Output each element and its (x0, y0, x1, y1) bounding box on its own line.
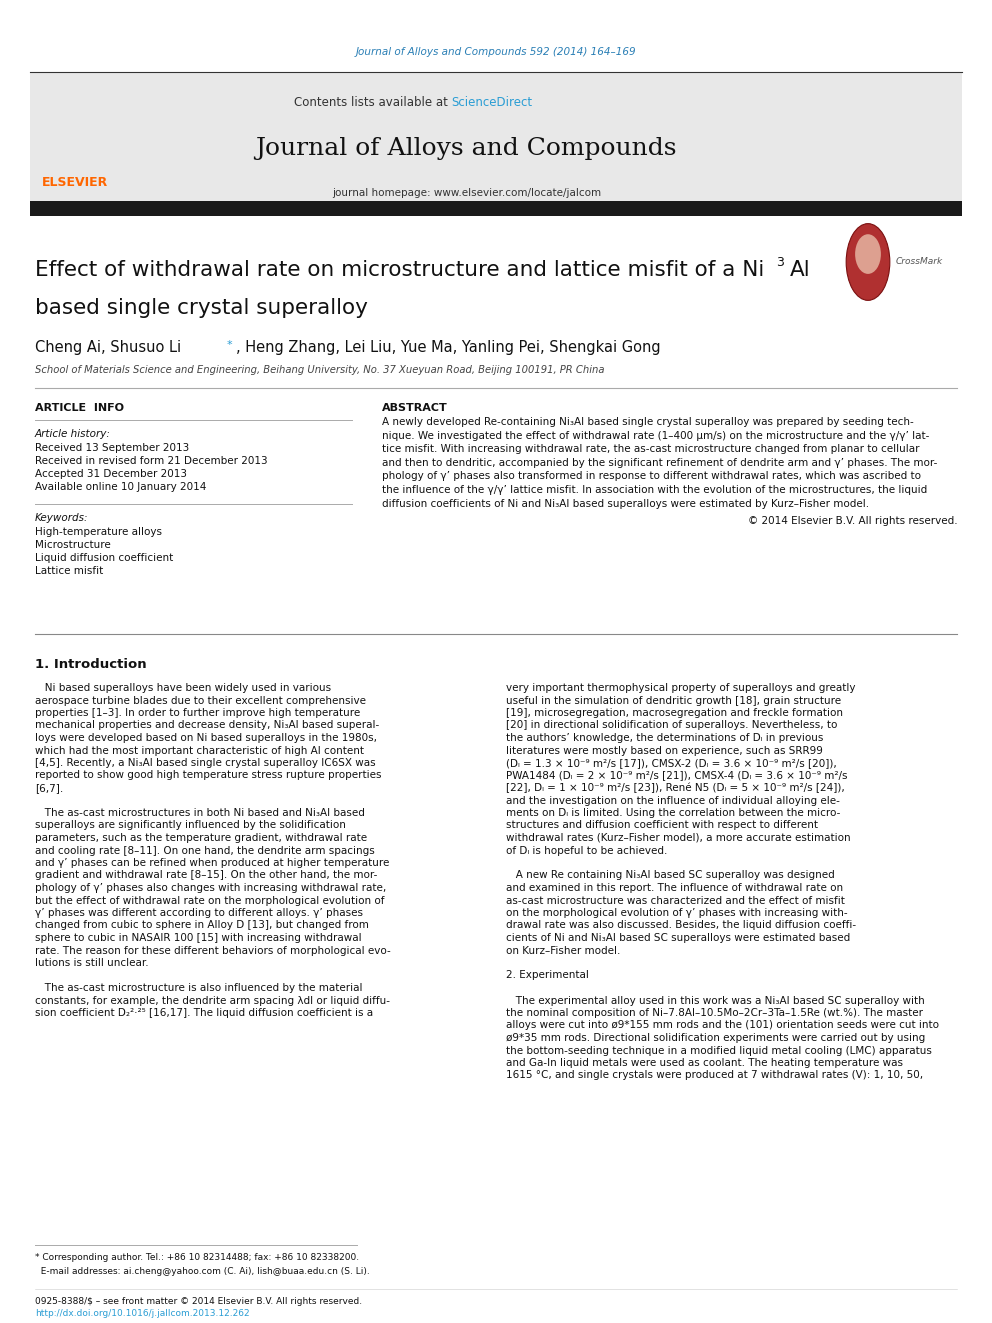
Bar (30, 201, 962, 216)
Text: Received in revised form 21 December 2013: Received in revised form 21 December 201… (35, 456, 268, 466)
Text: (Dₗ = 1.3 × 10⁻⁹ m²/s [17]), CMSX-2 (Dₗ = 3.6 × 10⁻⁹ m²/s [20]),: (Dₗ = 1.3 × 10⁻⁹ m²/s [17]), CMSX-2 (Dₗ … (506, 758, 836, 767)
Text: [4,5]. Recently, a Ni₃Al based single crystal superalloy IC6SX was: [4,5]. Recently, a Ni₃Al based single cr… (35, 758, 375, 767)
Text: structures and diffusion coefficient with respect to different: structures and diffusion coefficient wit… (506, 820, 818, 831)
Text: 2. Experimental: 2. Experimental (506, 971, 589, 980)
Text: *: * (226, 340, 232, 351)
Text: The experimental alloy used in this work was a Ni₃Al based SC superalloy with: The experimental alloy used in this work… (506, 995, 925, 1005)
Text: PWA1484 (Dₗ = 2 × 10⁻⁹ m²/s [21]), CMSX-4 (Dₗ = 3.6 × 10⁻⁹ m²/s: PWA1484 (Dₗ = 2 × 10⁻⁹ m²/s [21]), CMSX-… (506, 770, 847, 781)
Text: High-temperature alloys: High-temperature alloys (35, 527, 162, 537)
Text: © 2014 Elsevier B.V. All rights reserved.: © 2014 Elsevier B.V. All rights reserved… (748, 516, 957, 527)
Text: sion coefficient D₂²·²⁵ [16,17]. The liquid diffusion coefficient is a: sion coefficient D₂²·²⁵ [16,17]. The liq… (35, 1008, 373, 1017)
Text: useful in the simulation of dendritic growth [18], grain structure: useful in the simulation of dendritic gr… (506, 696, 841, 705)
Text: on Kurz–Fisher model.: on Kurz–Fisher model. (506, 946, 620, 955)
Text: based single crystal superalloy: based single crystal superalloy (35, 298, 368, 318)
Text: the bottom-seeding technique in a modified liquid metal cooling (LMC) apparatus: the bottom-seeding technique in a modifi… (506, 1045, 931, 1056)
Text: ABSTRACT: ABSTRACT (382, 404, 447, 413)
Text: rate. The reason for these different behaviors of morphological evo-: rate. The reason for these different beh… (35, 946, 391, 955)
Text: ELSEVIER: ELSEVIER (42, 176, 108, 189)
Text: and the investigation on the influence of individual alloying ele-: and the investigation on the influence o… (506, 795, 840, 806)
Text: Liquid diffusion coefficient: Liquid diffusion coefficient (35, 553, 173, 564)
Ellipse shape (846, 224, 890, 300)
Text: 1. Introduction: 1. Introduction (35, 659, 147, 672)
Text: tice misfit. With increasing withdrawal rate, the as-cast microstructure changed: tice misfit. With increasing withdrawal … (382, 445, 920, 454)
Text: The as-cast microstructure is also influenced by the material: The as-cast microstructure is also influ… (35, 983, 362, 994)
Text: Microstructure: Microstructure (35, 540, 110, 550)
Text: ments on Dₗ is limited. Using the correlation between the micro-: ments on Dₗ is limited. Using the correl… (506, 808, 840, 818)
Text: E-mail addresses: ai.cheng@yahoo.com (C. Ai), lish@buaa.edu.cn (S. Li).: E-mail addresses: ai.cheng@yahoo.com (C.… (35, 1266, 369, 1275)
Text: and γ’ phases can be refined when produced at higher temperature: and γ’ phases can be refined when produc… (35, 859, 389, 868)
Text: aerospace turbine blades due to their excellent comprehensive: aerospace turbine blades due to their ex… (35, 696, 366, 705)
Text: * Corresponding author. Tel.: +86 10 82314488; fax: +86 10 82338200.: * Corresponding author. Tel.: +86 10 823… (35, 1253, 359, 1262)
Text: Journal of Alloys and Compounds 592 (2014) 164–169: Journal of Alloys and Compounds 592 (201… (356, 48, 636, 57)
Text: ARTICLE  INFO: ARTICLE INFO (35, 404, 124, 413)
Text: [6,7].: [6,7]. (35, 783, 62, 792)
Text: phology of γ’ phases also changes with increasing withdrawal rate,: phology of γ’ phases also changes with i… (35, 882, 386, 893)
Text: alloys were cut into ø9*155 mm rods and the (101) orientation seeds were cut int: alloys were cut into ø9*155 mm rods and … (506, 1020, 938, 1031)
Text: drawal rate was also discussed. Besides, the liquid diffusion coeffi-: drawal rate was also discussed. Besides,… (506, 921, 856, 930)
Text: constants, for example, the dendrite arm spacing λdl or liquid diffu-: constants, for example, the dendrite arm… (35, 995, 390, 1005)
Text: but the effect of withdrawal rate on the morphological evolution of: but the effect of withdrawal rate on the… (35, 896, 384, 905)
Text: Available online 10 January 2014: Available online 10 January 2014 (35, 482, 206, 492)
Text: and then to dendritic, accompanied by the significant refinement of dendrite arm: and then to dendritic, accompanied by th… (382, 458, 937, 468)
Text: literatures were mostly based on experience, such as SRR99: literatures were mostly based on experie… (506, 745, 822, 755)
Text: as-cast microstructure was characterized and the effect of misfit: as-cast microstructure was characterized… (506, 896, 845, 905)
Text: A new Re containing Ni₃Al based SC superalloy was designed: A new Re containing Ni₃Al based SC super… (506, 871, 834, 881)
Text: phology of γ’ phases also transformed in response to different withdrawal rates,: phology of γ’ phases also transformed in… (382, 471, 921, 482)
Text: journal homepage: www.elsevier.com/locate/jalcom: journal homepage: www.elsevier.com/locat… (331, 188, 601, 198)
Text: Journal of Alloys and Compounds: Journal of Alloys and Compounds (256, 136, 677, 160)
Text: Al: Al (790, 261, 810, 280)
Text: loys were developed based on Ni based superalloys in the 1980s,: loys were developed based on Ni based su… (35, 733, 377, 744)
Text: 3: 3 (776, 255, 784, 269)
Text: γ’ phases was different according to different alloys. γ’ phases: γ’ phases was different according to dif… (35, 908, 363, 918)
Text: superalloys are significantly influenced by the solidification: superalloys are significantly influenced… (35, 820, 345, 831)
Text: very important thermophysical property of superalloys and greatly: very important thermophysical property o… (506, 683, 855, 693)
Text: and Ga-In liquid metals were used as coolant. The heating temperature was: and Ga-In liquid metals were used as coo… (506, 1058, 903, 1068)
Text: diffusion coefficients of Ni and Ni₃Al based superalloys were estimated by Kurz–: diffusion coefficients of Ni and Ni₃Al b… (382, 499, 869, 508)
Text: Cheng Ai, Shusuo Li: Cheng Ai, Shusuo Li (35, 340, 181, 356)
Bar (30, 71, 962, 210)
Text: A newly developed Re-containing Ni₃Al based single crystal superalloy was prepar: A newly developed Re-containing Ni₃Al ba… (382, 417, 914, 427)
Text: and examined in this report. The influence of withdrawal rate on: and examined in this report. The influen… (506, 882, 843, 893)
Text: Lattice misfit: Lattice misfit (35, 566, 103, 576)
Text: ø9*35 mm rods. Directional solidification experiments were carried out by using: ø9*35 mm rods. Directional solidificatio… (506, 1033, 926, 1043)
Ellipse shape (855, 234, 881, 274)
Text: mechanical properties and decrease density, Ni₃Al based superal-: mechanical properties and decrease densi… (35, 721, 379, 730)
Text: Article history:: Article history: (35, 429, 110, 439)
Text: The as-cast microstructures in both Ni based and Ni₃Al based: The as-cast microstructures in both Ni b… (35, 808, 365, 818)
Text: [22], Dₗ = 1 × 10⁻⁹ m²/s [23]), René N5 (Dₗ = 5 × 10⁻⁹ m²/s [24]),: [22], Dₗ = 1 × 10⁻⁹ m²/s [23]), René N5 … (506, 783, 844, 794)
Text: sphere to cubic in NASAIR 100 [15] with increasing withdrawal: sphere to cubic in NASAIR 100 [15] with … (35, 933, 361, 943)
Text: [19], microsegregation, macrosegregation and freckle formation: [19], microsegregation, macrosegregation… (506, 708, 843, 718)
Text: ScienceDirect: ScienceDirect (451, 95, 533, 108)
Text: properties [1–3]. In order to further improve high temperature: properties [1–3]. In order to further im… (35, 708, 360, 718)
Text: [20] in directional solidification of superalloys. Nevertheless, to: [20] in directional solidification of su… (506, 721, 837, 730)
Text: on the morphological evolution of γ’ phases with increasing with-: on the morphological evolution of γ’ pha… (506, 908, 847, 918)
Text: the authors’ knowledge, the determinations of Dₗ in previous: the authors’ knowledge, the determinatio… (506, 733, 823, 744)
Text: Accepted 31 December 2013: Accepted 31 December 2013 (35, 468, 186, 479)
Text: parameters, such as the temperature gradient, withdrawal rate: parameters, such as the temperature grad… (35, 833, 367, 843)
Text: the influence of the γ/γ’ lattice misfit. In association with the evolution of t: the influence of the γ/γ’ lattice misfit… (382, 486, 928, 495)
Text: http://dx.doi.org/10.1016/j.jallcom.2013.12.262: http://dx.doi.org/10.1016/j.jallcom.2013… (35, 1308, 249, 1318)
Text: the nominal composition of Ni–7.8Al–10.5Mo–2Cr–3Ta–1.5Re (wt.%). The master: the nominal composition of Ni–7.8Al–10.5… (506, 1008, 923, 1017)
Text: Received 13 September 2013: Received 13 September 2013 (35, 443, 188, 452)
Text: CrossMark: CrossMark (896, 258, 943, 266)
Text: Contents lists available at: Contents lists available at (294, 95, 451, 108)
Text: Keywords:: Keywords: (35, 513, 88, 523)
Text: of Dₗ is hopeful to be achieved.: of Dₗ is hopeful to be achieved. (506, 845, 668, 856)
Text: 1615 °C, and single crystals were produced at 7 withdrawal rates (V): 1, 10, 50,: 1615 °C, and single crystals were produc… (506, 1070, 923, 1081)
Text: withdrawal rates (Kurz–Fisher model), a more accurate estimation: withdrawal rates (Kurz–Fisher model), a … (506, 833, 850, 843)
Text: Ni based superalloys have been widely used in various: Ni based superalloys have been widely us… (35, 683, 331, 693)
Text: , Heng Zhang, Lei Liu, Yue Ma, Yanling Pei, Shengkai Gong: , Heng Zhang, Lei Liu, Yue Ma, Yanling P… (236, 340, 661, 356)
Text: reported to show good high temperature stress rupture properties: reported to show good high temperature s… (35, 770, 381, 781)
Text: and cooling rate [8–11]. On one hand, the dendrite arm spacings: and cooling rate [8–11]. On one hand, th… (35, 845, 374, 856)
Text: gradient and withdrawal rate [8–15]. On the other hand, the mor-: gradient and withdrawal rate [8–15]. On … (35, 871, 377, 881)
Text: Effect of withdrawal rate on microstructure and lattice misfit of a Ni: Effect of withdrawal rate on microstruct… (35, 261, 764, 280)
Text: 0925-8388/$ – see front matter © 2014 Elsevier B.V. All rights reserved.: 0925-8388/$ – see front matter © 2014 El… (35, 1297, 362, 1306)
Text: lutions is still unclear.: lutions is still unclear. (35, 958, 149, 968)
Text: cients of Ni and Ni₃Al based SC superalloys were estimated based: cients of Ni and Ni₃Al based SC superall… (506, 933, 850, 943)
Text: which had the most important characteristic of high Al content: which had the most important characteris… (35, 745, 364, 755)
Text: School of Materials Science and Engineering, Beihang University, No. 37 Xueyuan : School of Materials Science and Engineer… (35, 365, 604, 374)
Text: nique. We investigated the effect of withdrawal rate (1–400 μm/s) on the microst: nique. We investigated the effect of wit… (382, 430, 930, 441)
Text: changed from cubic to sphere in Alloy D [13], but changed from: changed from cubic to sphere in Alloy D … (35, 921, 369, 930)
